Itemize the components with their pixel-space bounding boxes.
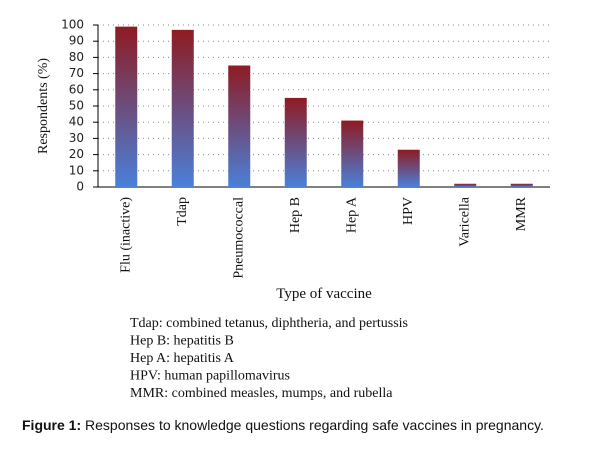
x-tick-label: Hep A bbox=[344, 196, 359, 233]
y-tick-label: 30 bbox=[69, 131, 84, 145]
bar bbox=[115, 26, 138, 188]
x-tick-label: Flu (inactive) bbox=[118, 197, 133, 273]
y-tick-label: 70 bbox=[69, 66, 84, 80]
legend-note: Tdap: combined tetanus, diphtheria, and … bbox=[130, 316, 408, 331]
bar bbox=[454, 183, 477, 187]
x-tick-label: Tdap bbox=[175, 197, 190, 226]
legend-note: HPV: human papillomavirus bbox=[130, 369, 290, 384]
y-tick-label: 60 bbox=[69, 82, 84, 96]
x-tick-label: Varicella bbox=[457, 196, 472, 247]
x-tick-label: HPV bbox=[401, 197, 416, 225]
chart: Respondents (%) Type of vaccine 0 10 20 30 4… bbox=[36, 18, 550, 401]
legend-note: MMR: combined measles, mumps, and rubell… bbox=[130, 386, 393, 401]
bar bbox=[284, 97, 307, 187]
y-tick-label: 100 bbox=[61, 18, 84, 32]
bar bbox=[510, 183, 533, 187]
y-tick-label: 80 bbox=[69, 50, 84, 64]
x-tick-label: Hep B bbox=[288, 197, 303, 233]
y-tick-label: 90 bbox=[69, 34, 84, 48]
y-tick-label: 50 bbox=[69, 99, 84, 113]
bar bbox=[397, 149, 420, 187]
y-tick-label: 10 bbox=[69, 163, 84, 177]
y-tick-label: 40 bbox=[69, 115, 84, 129]
x-tick-label: Pneumococcal bbox=[231, 197, 246, 279]
caption-text: Responses to knowledge questions regardi… bbox=[85, 417, 544, 433]
caption-label: Figure 1: bbox=[22, 417, 82, 433]
bar bbox=[228, 65, 251, 187]
y-axis-label: Respondents (%) bbox=[36, 58, 51, 154]
x-tick-label: MMR bbox=[514, 196, 529, 231]
legend-note: Hep A: hepatitis A bbox=[130, 351, 235, 366]
y-tick-label: 20 bbox=[69, 147, 84, 161]
caption: Figure 1: Responses to knowledge questio… bbox=[22, 416, 568, 435]
y-tick-label: 0 bbox=[76, 180, 84, 194]
x-axis-label: Type of vaccine bbox=[276, 286, 372, 302]
bar bbox=[341, 120, 364, 187]
bar bbox=[171, 29, 194, 187]
legend-note: Hep B: hepatitis B bbox=[130, 334, 234, 349]
